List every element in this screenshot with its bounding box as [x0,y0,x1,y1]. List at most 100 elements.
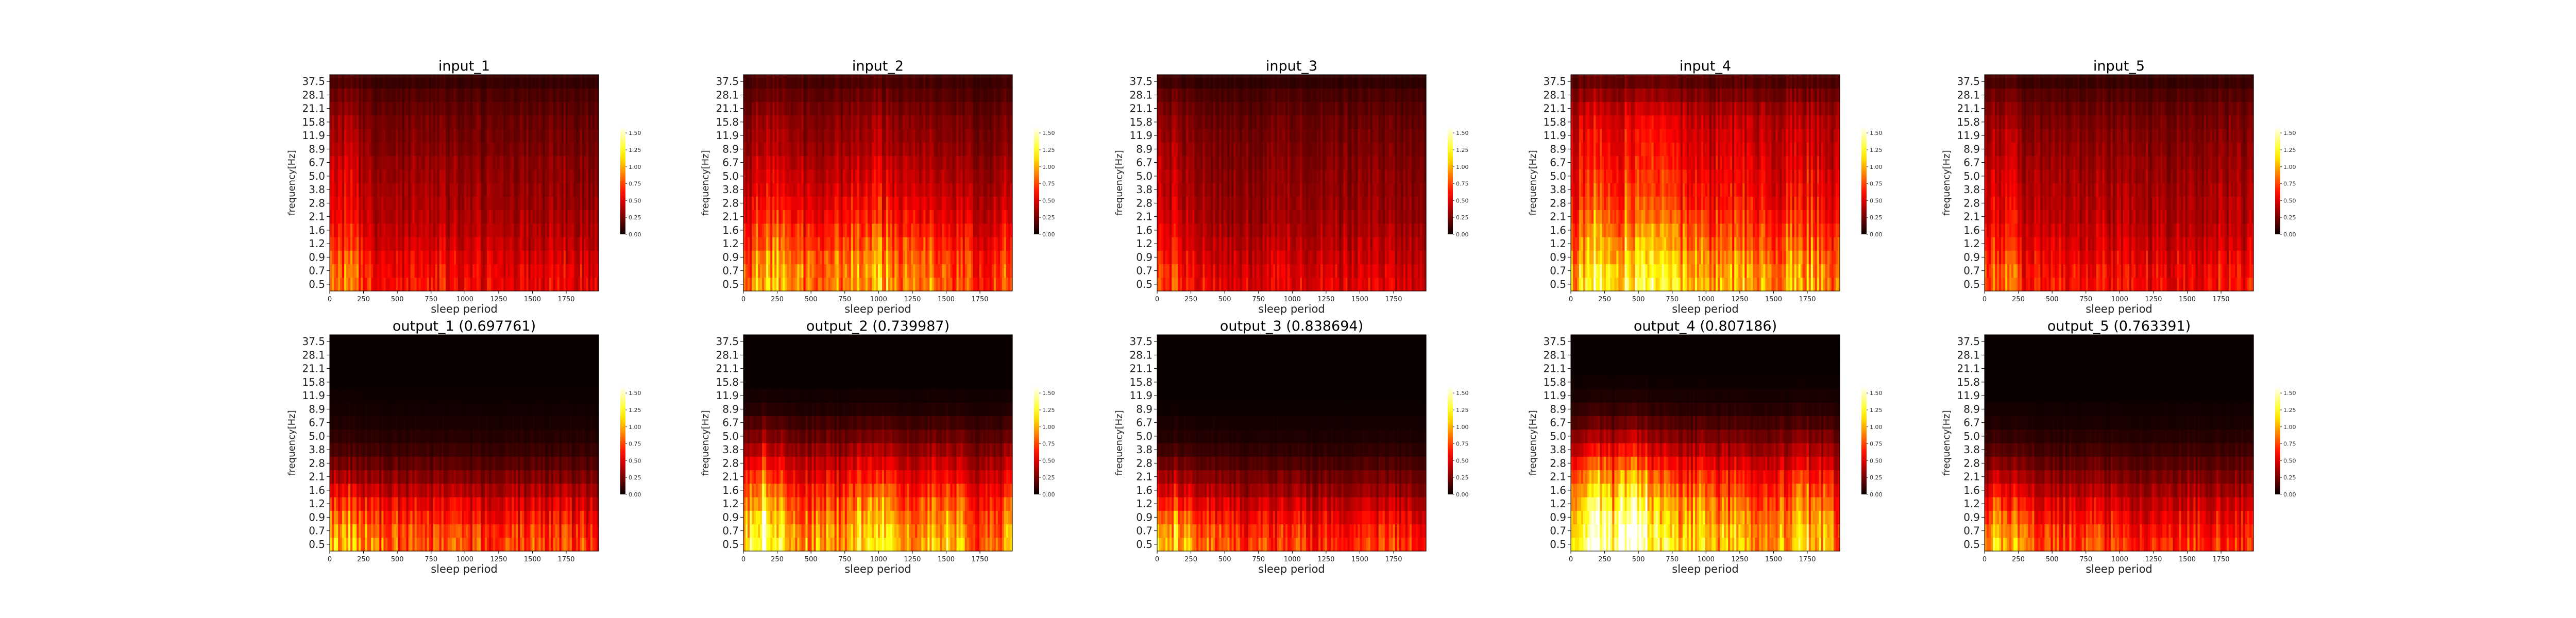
heatmap-cell [516,101,518,116]
heatmap-cell [1238,223,1241,237]
heatmap-cell [584,196,587,211]
heatmap-cell [822,156,825,170]
heatmap-cell [818,196,821,211]
heatmap-cell [433,183,436,197]
heatmap-cell [453,115,456,129]
heatmap-cell [1180,101,1182,116]
heatmap-cell [479,250,481,265]
heatmap-cell [429,223,432,237]
heatmap-cell [1215,277,1218,291]
heatmap-cell [807,88,810,102]
heatmap-cell [944,169,947,183]
heatmap-cell [483,237,485,251]
heatmap-cell [549,75,552,89]
heatmap-cell [873,75,876,89]
heatmap-cell [1221,101,1224,116]
heatmap-cell [479,129,481,143]
heatmap-cell [985,156,988,170]
heatmap-cell [487,75,489,89]
heatmap-cell [526,156,529,170]
heatmap-cell [505,183,508,197]
heatmap-cell [435,250,438,265]
heatmap-cell [503,250,506,265]
heatmap-cell [776,88,779,102]
heatmap-cell [787,277,789,291]
heatmap-cell [789,277,791,291]
heatmap-cell [830,115,833,129]
heatmap-cell [375,210,378,224]
heatmap-cell [489,277,492,291]
heatmap-cell [416,264,419,278]
heatmap-cell [867,88,870,102]
heatmap-cell [588,115,591,129]
heatmap-cell [520,75,523,89]
heatmap-cell [431,196,434,211]
heatmap-cell [971,101,974,116]
heatmap-cell [964,169,968,183]
heatmap-cell [402,169,405,183]
heatmap-cell [551,250,554,265]
heatmap-cell [878,210,880,224]
heatmap-cell [865,101,868,116]
heatmap-cell [842,75,845,89]
heatmap-cell [410,115,413,129]
heatmap-cell [479,88,481,102]
heatmap-cell [993,223,996,237]
heatmap-cell [332,88,334,102]
heatmap-cell [919,75,922,89]
heatmap-cell [917,75,920,89]
heatmap-cell [580,142,583,157]
heatmap-cell [973,250,976,265]
heatmap-cell [526,115,529,129]
heatmap-cell [1209,88,1211,102]
heatmap-cell [989,264,992,278]
heatmap-cell [466,250,469,265]
heatmap-cell [888,250,891,265]
heatmap-cell [979,264,982,278]
heatmap-cell [445,223,448,237]
heatmap-cell [857,210,860,224]
heatmap-cell [1229,264,1232,278]
heatmap-cell [534,264,537,278]
heatmap-cell [381,237,384,251]
heatmap-cell [913,115,916,129]
heatmap-cell [919,250,922,265]
heatmap-cell [441,88,444,102]
heatmap-cell [942,88,945,102]
heatmap-cell [948,156,951,170]
heatmap-cell [573,264,577,278]
heatmap-cell [528,101,531,116]
heatmap-cell [859,169,862,183]
heatmap-cell [332,183,334,197]
heatmap-cell [950,75,953,89]
heatmap-cell [567,115,570,129]
heatmap-cell [1211,169,1214,183]
heatmap-cell [377,210,380,224]
heatmap-cell [573,210,577,224]
heatmap-cell [425,237,428,251]
heatmap-cell [389,264,393,278]
heatmap-cell [1217,142,1220,157]
heatmap-cell [538,250,541,265]
heatmap-cell [559,223,562,237]
heatmap-cell [445,75,448,89]
heatmap-cell [472,129,475,143]
heatmap-cell [834,169,837,183]
heatmap-cell [869,277,872,291]
heatmap-cell [1157,237,1160,251]
heatmap-cell [1167,88,1170,102]
heatmap-cell [981,156,984,170]
heatmap-cell [497,196,500,211]
heatmap-cell [547,196,550,211]
heatmap-cell [1163,223,1166,237]
heatmap-cell [520,210,523,224]
heatmap-cell [803,129,806,143]
heatmap-cell [580,183,583,197]
heatmap-cell [420,142,423,157]
heatmap-cell [481,223,483,237]
heatmap-cell [357,101,359,116]
heatmap-cell [567,264,570,278]
heatmap-cell [925,183,928,197]
heatmap-cell [814,237,817,251]
heatmap-cell [532,129,535,143]
